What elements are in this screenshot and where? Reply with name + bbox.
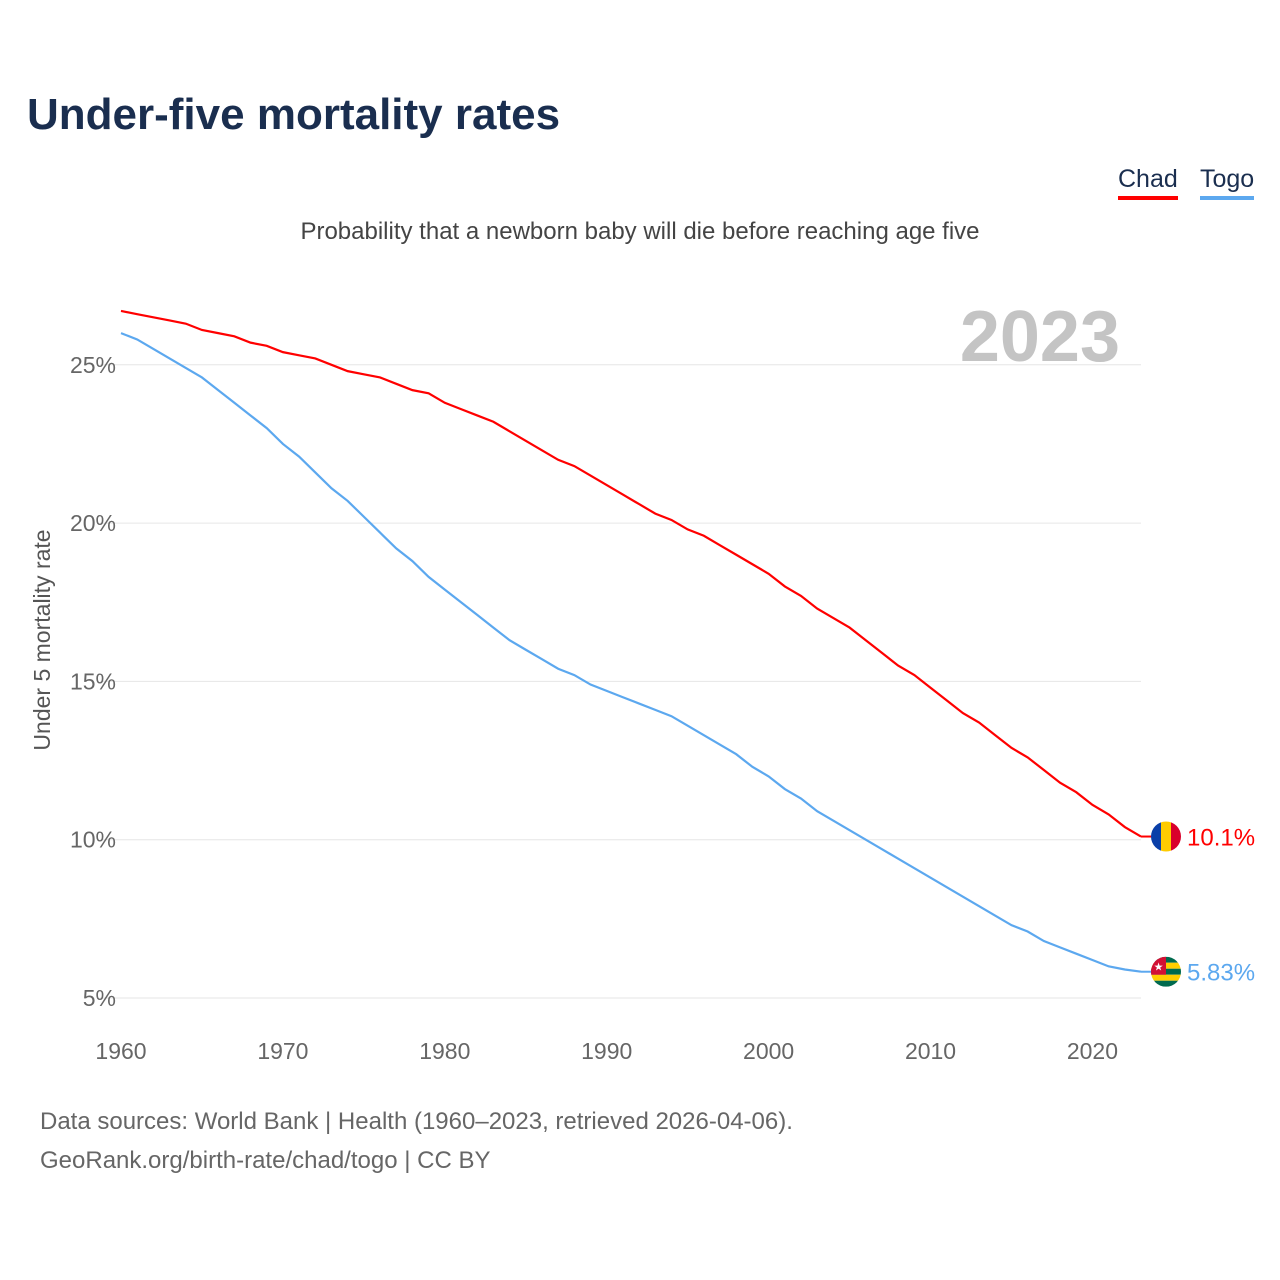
legend-chad[interactable]: Chad: [1118, 165, 1178, 200]
x-tick-label: 1980: [419, 1038, 470, 1064]
chart-title: Under-five mortality rates: [27, 90, 561, 139]
x-tick-label: 2010: [905, 1038, 956, 1064]
x-tick-label: 2000: [743, 1038, 794, 1064]
y-axis-label: Under 5 mortality rate: [29, 529, 55, 750]
flag-body: [1151, 821, 1181, 852]
source-link[interactable]: GeoRank.org/birth-rate/chad/togo | CC BY: [40, 1147, 491, 1174]
flag-stripe: [1161, 821, 1171, 852]
flag-stripe: [1151, 974, 1181, 981]
x-tick-label: 1970: [257, 1038, 308, 1064]
end-value-label-togo: 5.83%: [1187, 960, 1255, 987]
series-line-togo: [120, 332, 1142, 973]
flag-stripe: [1151, 980, 1181, 987]
togo-flag-icon: ★: [1151, 956, 1181, 987]
legend-togo[interactable]: Togo: [1200, 165, 1255, 200]
x-tick-label: 1960: [95, 1038, 146, 1064]
x-tick-label: 2020: [1067, 1038, 1118, 1064]
y-tick-label: 5%: [83, 985, 116, 1011]
end-value-label-chad: 10.1%: [1187, 825, 1255, 852]
star-icon: ★: [1154, 962, 1164, 974]
chad-flag-icon: [1151, 821, 1181, 852]
year-label: 2023: [960, 297, 1120, 377]
x-tick-label: 1990: [581, 1038, 632, 1064]
y-tick-label: 10%: [70, 827, 116, 853]
y-tick-label: 20%: [70, 510, 116, 536]
flag-stripe: [1151, 821, 1161, 852]
chart-subtitle: Probability that a newborn baby will die…: [300, 218, 980, 245]
y-tick-label: 15%: [70, 668, 116, 694]
flag-stripe: [1171, 821, 1181, 852]
source-text: Data sources: World Bank | Health (1960–…: [40, 1108, 793, 1135]
flag-body: ★: [1151, 956, 1181, 987]
series-line-chad: [120, 309, 1142, 838]
y-tick-label: 25%: [70, 352, 116, 378]
